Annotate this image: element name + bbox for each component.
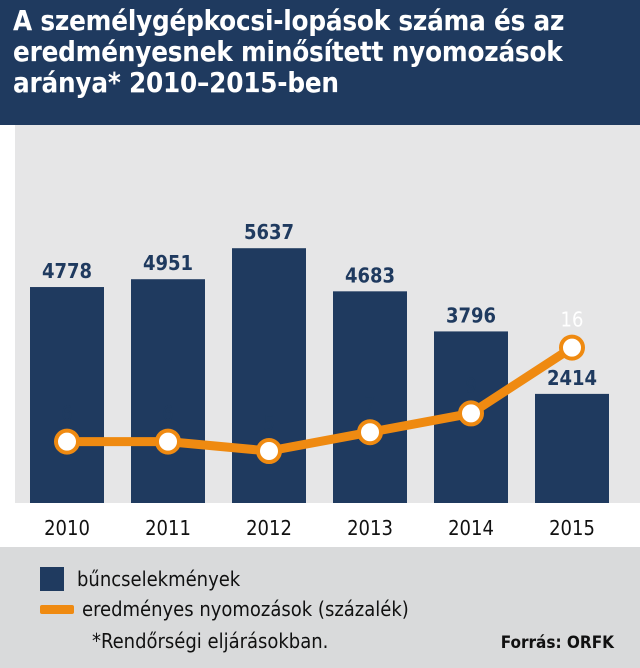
line-point-2010	[54, 428, 80, 455]
line-label-2012: 5	[263, 411, 274, 435]
line-label-2015: 16	[561, 308, 584, 332]
line-point-2013	[357, 419, 383, 446]
x-tick-2012: 2012	[246, 516, 292, 540]
bar-2012	[232, 248, 306, 503]
chart-title: A személygépkocsi-lopások száma és az er…	[13, 5, 565, 99]
x-tick-2011: 2011	[145, 516, 191, 540]
line-label-2011: 6	[162, 402, 173, 426]
line-series-success-rate	[62, 343, 577, 456]
line-point-2014	[458, 400, 484, 427]
bar-2010	[30, 287, 104, 503]
x-tick-2015: 2015	[549, 516, 595, 540]
x-tick-2014: 2014	[448, 516, 494, 540]
header: A személygépkocsi-lopások száma és az er…	[0, 0, 640, 125]
bar-label-2011: 4951	[143, 251, 193, 275]
combo-chart: 4778 2010 4951 2011 5637 2012 4683 2013 3796 2014…	[15, 125, 640, 540]
source-credit: Forrás: ORFK	[500, 633, 614, 653]
legend-swatch-bars	[40, 567, 64, 591]
bar-label-2013: 4683	[345, 263, 395, 287]
legend: bűncselekmények eredményes nyomozások (s…	[0, 547, 640, 668]
legend-item-bars: bűncselekmények	[40, 567, 240, 591]
bar-label-2015: 2414	[547, 366, 597, 390]
legend-label-bars: bűncselekmények	[77, 567, 241, 591]
bar-2013	[333, 291, 407, 503]
x-tick-2013: 2013	[347, 516, 393, 540]
legend-swatch-line	[40, 604, 74, 614]
bar-2011	[131, 279, 205, 503]
line-point-2012	[256, 438, 282, 464]
line-label-2013: 7	[364, 392, 375, 416]
bar-2015	[535, 393, 609, 503]
line-point-2011	[155, 428, 181, 455]
legend-label-line: eredményes nyomozások (százalék)	[82, 597, 409, 621]
bar-label-2014: 3796	[446, 303, 496, 327]
bar-label-2012: 5637	[244, 220, 294, 244]
line-point-2015	[559, 334, 585, 361]
line-label-2010: 6	[61, 402, 72, 426]
x-tick-2010: 2010	[44, 516, 90, 540]
footnote: *Rendőrségi eljárásokban.	[92, 629, 329, 653]
chart-area: 4778 2010 4951 2011 5637 2012 4683 2013 3796 2014…	[0, 125, 640, 547]
bar-label-2010: 4778	[42, 259, 92, 283]
legend-item-line: eredményes nyomozások (százalék)	[40, 597, 409, 621]
line-label-2014: 9	[465, 373, 476, 397]
